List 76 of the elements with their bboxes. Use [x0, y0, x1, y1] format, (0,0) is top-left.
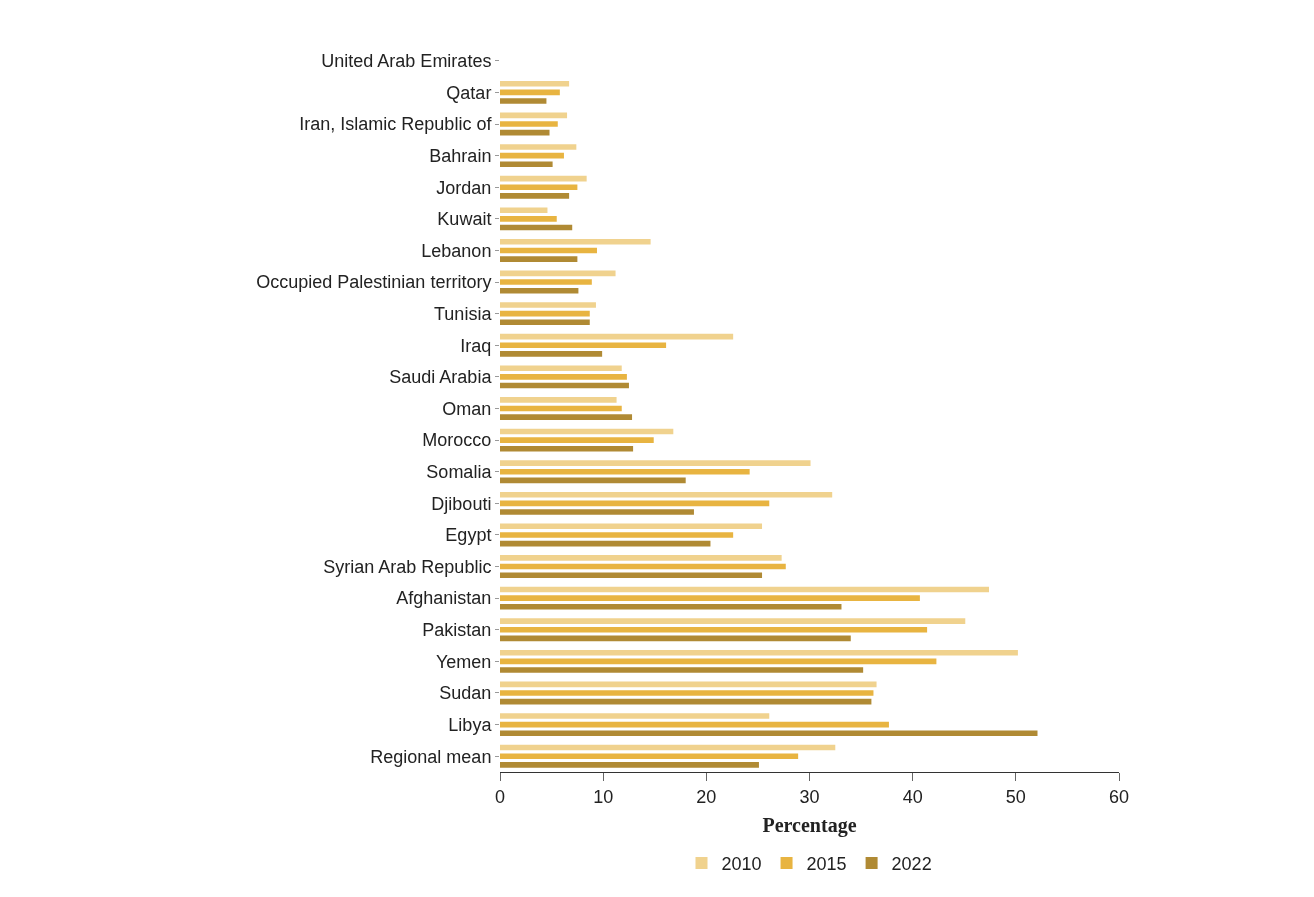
y-tick-label: Djibouti	[431, 493, 492, 514]
bar	[500, 351, 603, 357]
bar	[500, 730, 1038, 737]
bar	[500, 572, 763, 578]
bar	[500, 618, 966, 624]
bar	[500, 626, 928, 633]
bar	[500, 302, 596, 308]
y-tick-label: Somalia	[426, 462, 493, 483]
x-tick-label: 40	[902, 786, 923, 807]
y-tick-label: Morocco	[422, 430, 492, 451]
bar	[500, 207, 548, 214]
bar	[500, 437, 654, 443]
y-tick-label: Tunisia	[434, 303, 493, 324]
bar	[500, 121, 558, 127]
y-tick-label: Iran, Islamic Republic of	[299, 114, 493, 135]
bar	[500, 256, 578, 262]
y-tick-label: Bahrain	[429, 145, 492, 166]
x-tick-label: 10	[593, 786, 614, 807]
y-tick-label: Jordan	[436, 177, 492, 198]
x-tick-label: 50	[1005, 786, 1026, 807]
bar	[500, 555, 782, 561]
bar	[500, 690, 874, 696]
x-axis-title: Percentage	[762, 814, 857, 838]
x-tick-label: 60	[1108, 786, 1130, 807]
bar	[500, 414, 633, 420]
bar	[500, 279, 592, 285]
bar	[500, 649, 1018, 656]
y-tick-label: Afghanistan	[396, 588, 492, 609]
bar	[500, 460, 811, 466]
y-tick-label: Qatar	[446, 82, 492, 103]
bar	[500, 80, 570, 87]
bar	[500, 509, 694, 515]
y-tick-label: Yemen	[436, 651, 492, 672]
bar	[500, 98, 547, 104]
y-tick-label: Saudi Arabia	[389, 367, 493, 388]
bar	[500, 445, 634, 452]
y-tick-label: Regional mean	[370, 746, 492, 767]
bar	[500, 216, 557, 222]
bar	[500, 397, 617, 403]
bar	[500, 184, 578, 191]
y-tick-label: Lebanon	[421, 240, 492, 261]
bar	[500, 603, 842, 610]
bar	[500, 365, 622, 372]
x-tick-label: 0	[494, 786, 506, 807]
bar	[500, 374, 627, 380]
y-tick-label: Sudan	[439, 683, 492, 704]
y-tick-label: Libya	[448, 714, 493, 735]
legend-label: 2015	[806, 853, 847, 874]
y-tick-label: Kuwait	[437, 209, 492, 230]
legend-label: 2022	[891, 853, 932, 874]
bar	[500, 667, 864, 673]
y-tick-label: Iraq	[460, 335, 492, 356]
x-tick-label: 20	[696, 786, 717, 807]
bar	[500, 239, 651, 245]
bar	[500, 161, 553, 168]
bar	[500, 595, 920, 601]
bar	[500, 129, 550, 136]
bar	[500, 753, 799, 759]
bar	[500, 713, 770, 719]
bar	[500, 523, 763, 530]
y-tick-label: Oman	[442, 398, 492, 419]
bar	[500, 193, 570, 199]
bar	[500, 342, 667, 349]
y-tick-label: Egypt	[445, 525, 492, 546]
bar	[500, 468, 750, 475]
x-tick-label: 30	[799, 786, 820, 807]
y-tick-label: Syrian Arab Republic	[323, 556, 492, 577]
bar	[500, 144, 577, 150]
y-tick-label: Pakistan	[422, 620, 492, 641]
bar	[500, 270, 616, 277]
bar	[500, 762, 759, 768]
y-tick-label: United Arab Emirates	[321, 51, 492, 72]
bar	[500, 287, 579, 294]
y-tick-label: Occupied Palestinian territory	[256, 272, 492, 293]
legend-label: 2010	[721, 853, 762, 874]
bar	[500, 532, 734, 538]
